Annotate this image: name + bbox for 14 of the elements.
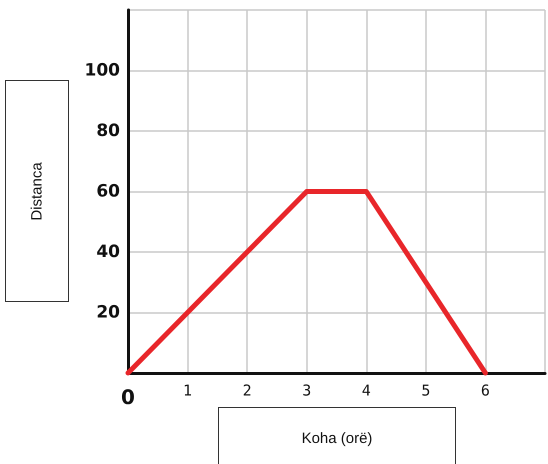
x-tick-label: 2	[242, 382, 252, 400]
y-tick-label: 100	[84, 60, 120, 80]
y-tick-label: 40	[96, 242, 120, 262]
x-tick-label: 4	[362, 382, 371, 400]
y-tick-label: 80	[96, 121, 120, 141]
x-tick-label: 1	[183, 382, 192, 400]
x-tick-label: 6	[480, 382, 490, 400]
y-tick-label: 60	[96, 182, 120, 202]
x-tick-label: 0	[121, 385, 135, 409]
x-tick-label: 3	[302, 382, 312, 400]
y-axis-title: Distanca	[28, 162, 46, 220]
y-tick-label: 20	[96, 302, 120, 322]
x-axis-title: Koha (orë)	[218, 407, 456, 464]
x-tick-label: 5	[421, 382, 430, 400]
